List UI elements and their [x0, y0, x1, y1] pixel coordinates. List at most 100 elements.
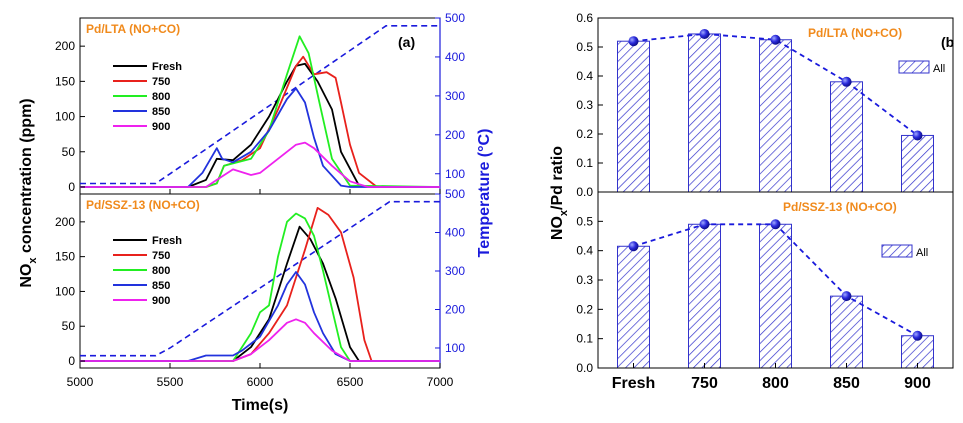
panel-a-bottom-plot [80, 200, 440, 362]
panel-b-plot [617, 28, 934, 369]
x-tick-label: 7000 [427, 375, 454, 389]
panel-a-bottom-legend: Fresh 750 800 850 900 [113, 235, 182, 307]
data-point-800 [770, 34, 781, 45]
y-tick-label: 50 [62, 145, 76, 159]
x-category-label: 900 [904, 375, 931, 392]
y-axis-label-tail: /Pd ratio [549, 146, 566, 210]
y-tick-label: 0 [68, 180, 75, 194]
temperature-line [80, 200, 440, 357]
bar-fresh [617, 40, 650, 193]
y-tick-label: 0.2 [576, 302, 593, 316]
y2-tick-label: 100 [445, 341, 465, 355]
y2-tick-label: 400 [445, 50, 465, 64]
bar-850 [830, 295, 863, 369]
series-line-800 [80, 35, 441, 188]
panel-a-label: (a) [398, 34, 415, 50]
y-tick-label: 0.3 [576, 98, 593, 112]
legend-label-900: 900 [152, 121, 170, 133]
panel-b-top-legend: All [898, 60, 945, 75]
panel-a-top-plot [80, 25, 441, 188]
ratio-trend-line [633, 32, 919, 137]
series-line-fresh [80, 225, 440, 362]
y-tick-label: 200 [55, 39, 75, 53]
panel-b-y-axis-label: NOx/Pd ratio [549, 146, 570, 240]
y-tick-label: 0.3 [576, 273, 593, 287]
bar-750 [688, 223, 721, 369]
data-point-900 [912, 330, 923, 341]
legend-label-750: 750 [152, 250, 170, 262]
legend-label-900: 900 [152, 295, 170, 307]
x-category-label: 750 [691, 375, 718, 392]
y-tick-label: 100 [55, 110, 75, 124]
legend-hatch-swatch [898, 60, 930, 74]
legend-label: All [933, 63, 945, 75]
legend-label-750: 750 [152, 76, 170, 88]
left-axis-label-main: NO [18, 264, 35, 288]
y2-tick-label: 400 [445, 225, 465, 239]
series-line-fresh [80, 62, 440, 188]
panel-a-top-title: Pd/LTA (NO+CO) [86, 22, 180, 36]
y-tick-label: 0.6 [576, 11, 593, 25]
y-tick-label: 0.1 [576, 332, 593, 346]
x-category-label: Fresh [612, 375, 656, 392]
series-line-850 [80, 271, 440, 362]
bar-850 [830, 81, 863, 193]
y-tick-label: 200 [55, 215, 75, 229]
series-line-900 [80, 141, 440, 188]
y2-tick-label: 100 [445, 167, 465, 181]
data-point-fresh [628, 36, 639, 47]
series-line-850 [80, 87, 440, 188]
legend-label-fresh: Fresh [152, 235, 182, 247]
panel-a-x-axis-label: Time(s) [232, 397, 289, 414]
data-point-750 [699, 219, 710, 230]
series-line-800 [80, 212, 440, 362]
data-point-850 [841, 76, 852, 87]
bar-800 [759, 39, 792, 193]
y-tick-label: 0 [68, 354, 75, 368]
bar-750 [688, 33, 721, 193]
left-axis-label-sub: x [27, 257, 39, 264]
y-tick-label: 0.4 [576, 244, 593, 258]
y-tick-label: 50 [62, 319, 76, 333]
series-line-900 [80, 318, 440, 362]
y2-tick-label: 200 [445, 128, 465, 142]
y-tick-label: 0.5 [576, 40, 593, 54]
left-axis-label-tail: concentration (ppm) [18, 98, 35, 257]
y-tick-label: 100 [55, 284, 75, 298]
bar-900 [901, 134, 934, 193]
panel-b-top-title: Pd/LTA (NO+CO) [808, 26, 902, 40]
series-line-750 [80, 55, 440, 188]
data-point-850 [841, 291, 852, 302]
panel-b-bottom-legend: All [881, 244, 928, 259]
temperature-line [80, 25, 440, 185]
bar-800 [759, 223, 792, 369]
y-tick-label: 0.1 [576, 156, 593, 170]
legend-label-850: 850 [152, 106, 170, 118]
panel-a-bottom-frame [79, 193, 441, 369]
x-tick-label: 6000 [247, 375, 274, 389]
data-point-900 [912, 130, 923, 141]
panel-a-bottom-title: Pd/SSZ-13 (NO+CO) [86, 198, 200, 212]
y-tick-label: 0.2 [576, 127, 593, 141]
panel-a-right-axis-label: Temperature (°C) [476, 129, 493, 258]
data-point-fresh [628, 241, 639, 252]
panel-b-label: (b [941, 34, 954, 50]
y-tick-label: 0.5 [576, 214, 593, 228]
data-point-800 [770, 219, 781, 230]
x-tick-label: 5500 [157, 375, 184, 389]
y-axis-label-main: NO [549, 216, 566, 240]
panel-a-top-frame [79, 17, 441, 195]
y2-tick-label: 500 [445, 11, 465, 25]
panel-a-left-axis-label: NOx concentration (ppm) [18, 98, 39, 287]
x-tick-label: 6500 [337, 375, 364, 389]
y-tick-label: 0.4 [576, 69, 593, 83]
legend-label-850: 850 [152, 280, 170, 292]
panel-b-axes: 0.0 0.1 0.2 0.3 0.4 0.5 0.6 0.0 0.1 0.2 0.3 0.4 0.5 F… [576, 11, 931, 392]
x-category-label: 850 [833, 375, 860, 392]
legend-label: All [916, 247, 928, 259]
y2-tick-label: 500 [445, 187, 465, 201]
legend-label-fresh: Fresh [152, 61, 182, 73]
x-tick-label: 5000 [67, 375, 94, 389]
